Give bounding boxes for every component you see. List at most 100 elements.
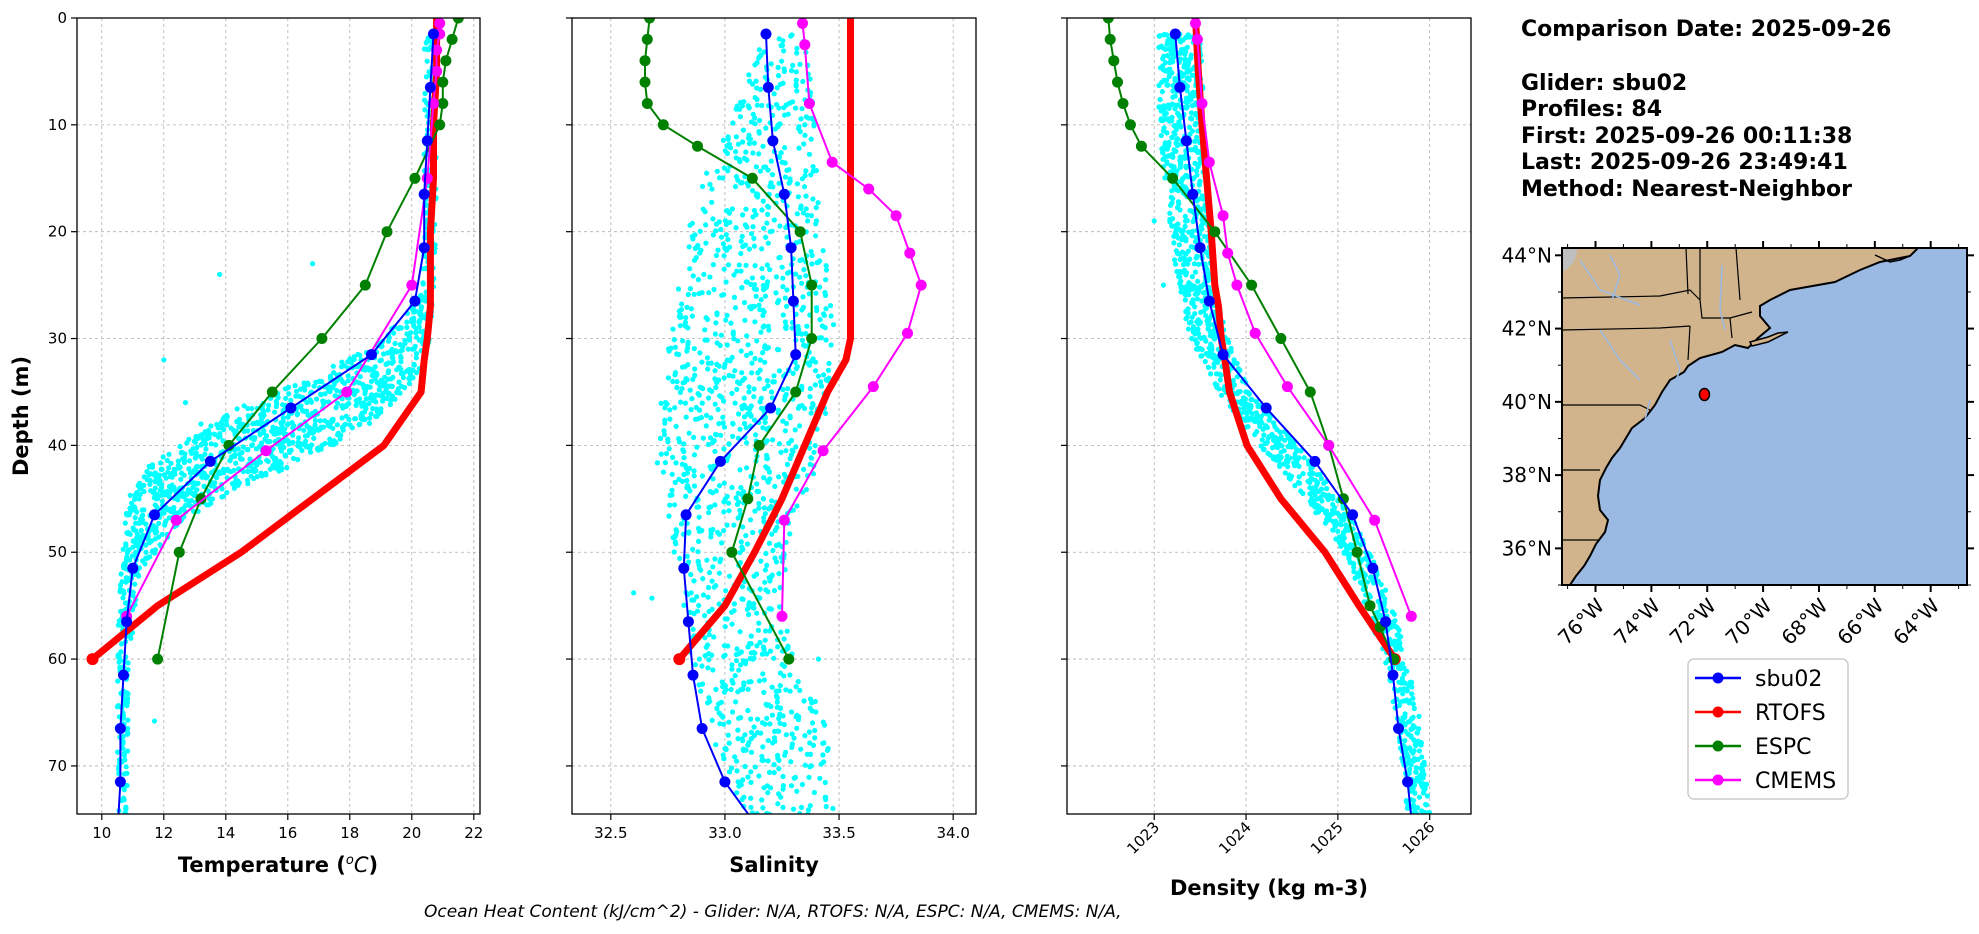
scatter-point xyxy=(1170,196,1176,202)
legend-label: RTOFS xyxy=(1755,701,1826,726)
scatter-point xyxy=(398,355,404,361)
data-point xyxy=(173,546,185,558)
scatter-point xyxy=(710,262,717,268)
scatter-point xyxy=(1416,748,1422,754)
scatter-point xyxy=(1160,67,1166,73)
scatter-point xyxy=(1180,37,1186,43)
scatter-point xyxy=(159,531,165,537)
plot-area xyxy=(86,18,464,814)
scatter-point xyxy=(224,490,230,496)
scatter-point xyxy=(703,423,709,429)
scatter-point xyxy=(275,394,281,401)
scatter-point xyxy=(1344,547,1350,554)
scatter-point xyxy=(780,275,786,281)
scatter-point xyxy=(820,248,826,254)
scatter-point xyxy=(777,683,783,689)
scatter-point xyxy=(770,184,776,190)
scatter-point xyxy=(1338,543,1344,549)
scatter-point xyxy=(735,141,742,147)
legend-item-cmems: CMEMS xyxy=(1695,769,1836,794)
long-island xyxy=(1748,331,1789,347)
scatter-point xyxy=(698,688,704,694)
scatter-point xyxy=(198,432,205,438)
scatter-point xyxy=(733,134,740,140)
scatter-point xyxy=(768,606,775,612)
data-point xyxy=(1217,210,1229,222)
scatter-point xyxy=(1166,70,1172,76)
x-ticks: 10 12 14 16 18 20 22 xyxy=(92,814,483,842)
data-point xyxy=(409,172,421,184)
scatter-point xyxy=(716,570,723,576)
scatter-point xyxy=(236,424,242,430)
scatter-point xyxy=(397,390,403,396)
scatter-point xyxy=(265,458,271,464)
scatter-point xyxy=(739,584,746,590)
scatter-point xyxy=(385,391,392,397)
scatter-point xyxy=(672,344,679,350)
scatter-point xyxy=(1242,400,1248,406)
scatter-point xyxy=(788,759,794,765)
x-tick-label: 16 xyxy=(278,824,297,842)
scatter-point xyxy=(1192,138,1198,144)
scatter-point xyxy=(152,530,158,536)
scatter-point xyxy=(208,483,214,489)
scatter-point xyxy=(694,444,700,450)
scatter-point xyxy=(1216,386,1222,392)
data-point xyxy=(260,445,272,457)
scatter-point xyxy=(748,795,754,801)
scatter-point xyxy=(714,361,720,367)
scatter-point xyxy=(1307,471,1313,477)
scatter-point xyxy=(720,414,726,420)
scatter-point xyxy=(684,345,691,351)
scatter-point xyxy=(317,418,323,424)
scatter-point xyxy=(272,465,278,471)
scatter-point xyxy=(310,261,316,267)
scatter-point xyxy=(759,102,765,109)
scatter-point xyxy=(330,363,336,369)
scatter-point xyxy=(1391,611,1397,617)
scatter-point xyxy=(1338,517,1344,523)
data-point xyxy=(1169,28,1181,40)
scatter-point xyxy=(663,451,670,457)
scatter-point xyxy=(423,74,429,80)
scatter-point xyxy=(721,689,728,695)
lat-tick-label: 38°N xyxy=(1502,463,1552,487)
scatter-point xyxy=(741,658,747,664)
scatter-point xyxy=(754,338,760,344)
scatter-point xyxy=(187,470,194,476)
scatter-point xyxy=(1172,223,1178,229)
scatter-point xyxy=(667,416,673,422)
scatter-point xyxy=(739,233,745,239)
temperature-axis-label: Temperature (oC) xyxy=(178,853,378,877)
nova-scotia-coast xyxy=(1874,254,1911,263)
scatter-point xyxy=(738,268,744,274)
scatter-point xyxy=(1419,808,1425,814)
data-point xyxy=(778,188,790,200)
data-point xyxy=(434,18,446,29)
scatter-point xyxy=(1393,624,1400,630)
scatter-point xyxy=(737,629,743,635)
scatter-point xyxy=(738,348,744,354)
scatter-point xyxy=(203,441,209,447)
scatter-point xyxy=(1156,104,1162,110)
scatter-point xyxy=(383,386,389,392)
scatter-point xyxy=(224,422,230,428)
series-line xyxy=(1174,33,1412,814)
scatter-point xyxy=(1193,168,1200,174)
scatter-point xyxy=(690,376,696,382)
scatter-point xyxy=(761,475,767,481)
data-point xyxy=(803,98,815,109)
scatter-point xyxy=(741,155,748,161)
scatter-point xyxy=(697,566,703,572)
scatter-point xyxy=(740,524,746,530)
scatter-point xyxy=(790,370,796,376)
scatter-point xyxy=(787,176,793,182)
scatter-point xyxy=(684,553,690,559)
scatter-point xyxy=(696,602,702,609)
scatter-point xyxy=(1259,437,1265,443)
scatter-point xyxy=(1183,251,1189,257)
scatter-point xyxy=(769,498,775,504)
scatter-point xyxy=(676,439,683,445)
scatter-point xyxy=(413,355,419,361)
scatter-point xyxy=(724,143,730,149)
